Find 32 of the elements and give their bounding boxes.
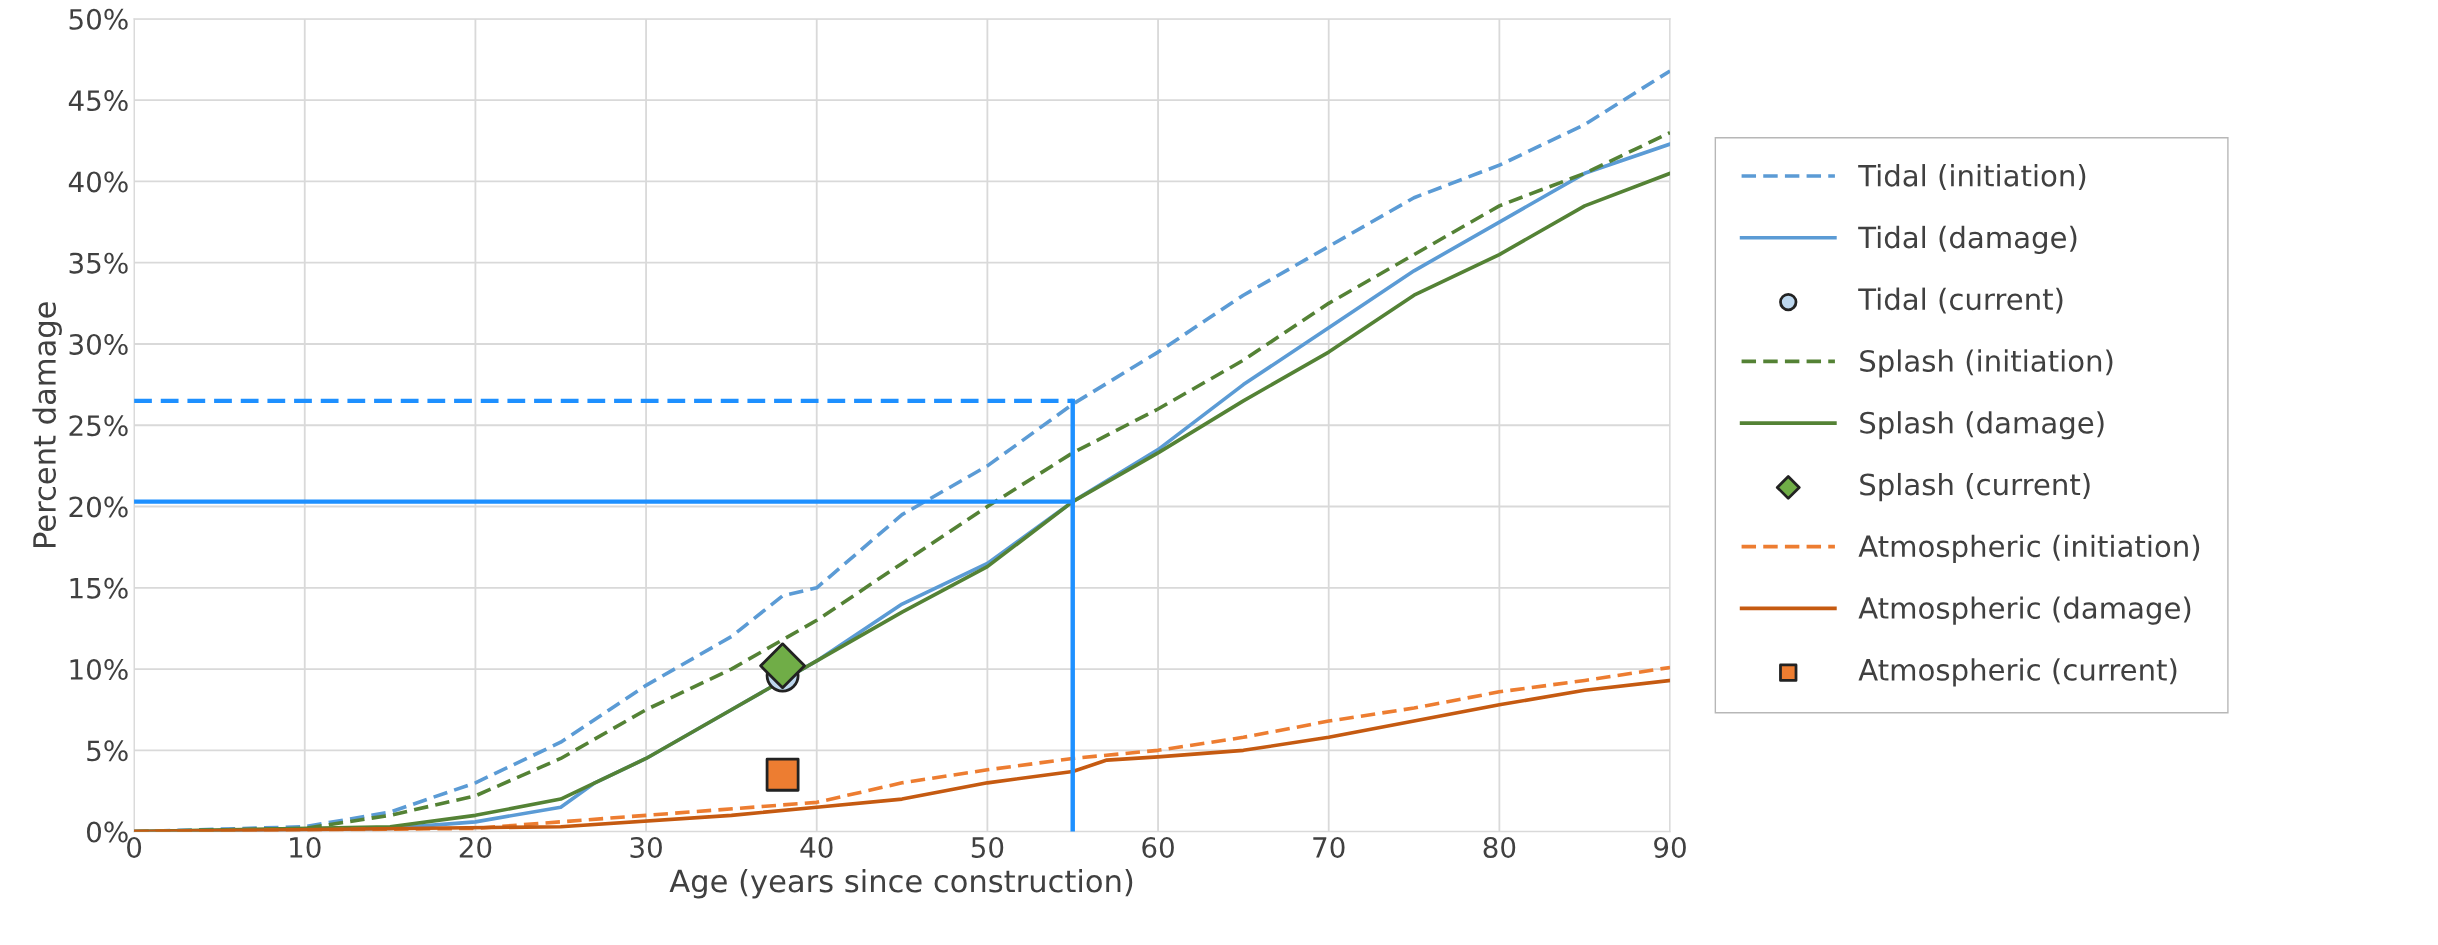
legend-label: Tidal (damage) [1858, 225, 2077, 255]
y-tick-label: 5% [87, 740, 128, 762]
y-tick-label: 25% [69, 415, 128, 437]
legend-label: Tidal (initiation) [1858, 164, 2086, 191]
y-tick-label: 0% [86, 821, 128, 843]
x-tick-label: 70 [1313, 836, 1345, 858]
x-tick-label: 30 [630, 836, 662, 858]
y-tick-label: 15% [70, 577, 128, 599]
x-tick-label: 60 [1142, 836, 1174, 858]
x-tick-label: 0 [127, 836, 142, 858]
legend-label: Splash (current) [1860, 472, 2090, 502]
y-tick-label: 20% [69, 496, 128, 518]
x-tick-label: 10 [290, 836, 321, 858]
x-tick-label: 50 [971, 836, 1004, 858]
x-axis-title: Age (years since construction) [669, 868, 1133, 899]
y-axis-title: Percent damage [32, 302, 62, 547]
x-tick-label: 40 [800, 836, 833, 858]
legend-label: Splash (damage) [1860, 411, 2104, 440]
legend-label: Atmospheric (initiation) [1858, 534, 2200, 563]
y-tick-label: 35% [69, 252, 128, 274]
y-tick-label: 40% [68, 171, 128, 193]
legend-label: Atmospheric (current) [1858, 658, 2177, 687]
x-tick-label: 20 [459, 836, 492, 858]
y-tick-label: 45% [68, 90, 128, 112]
legend-label: Tidal (current) [1858, 287, 2063, 314]
y-tick-label: 30% [69, 333, 128, 355]
x-tick-label: 90 [1654, 836, 1686, 858]
y-tick-label: 50% [69, 8, 128, 30]
x-tick-label: 80 [1483, 836, 1516, 858]
legend-label: Splash (initiation) [1860, 349, 2113, 378]
y-tick-label: 10% [70, 659, 128, 681]
legend-label: Atmospheric (damage) [1858, 596, 2191, 625]
